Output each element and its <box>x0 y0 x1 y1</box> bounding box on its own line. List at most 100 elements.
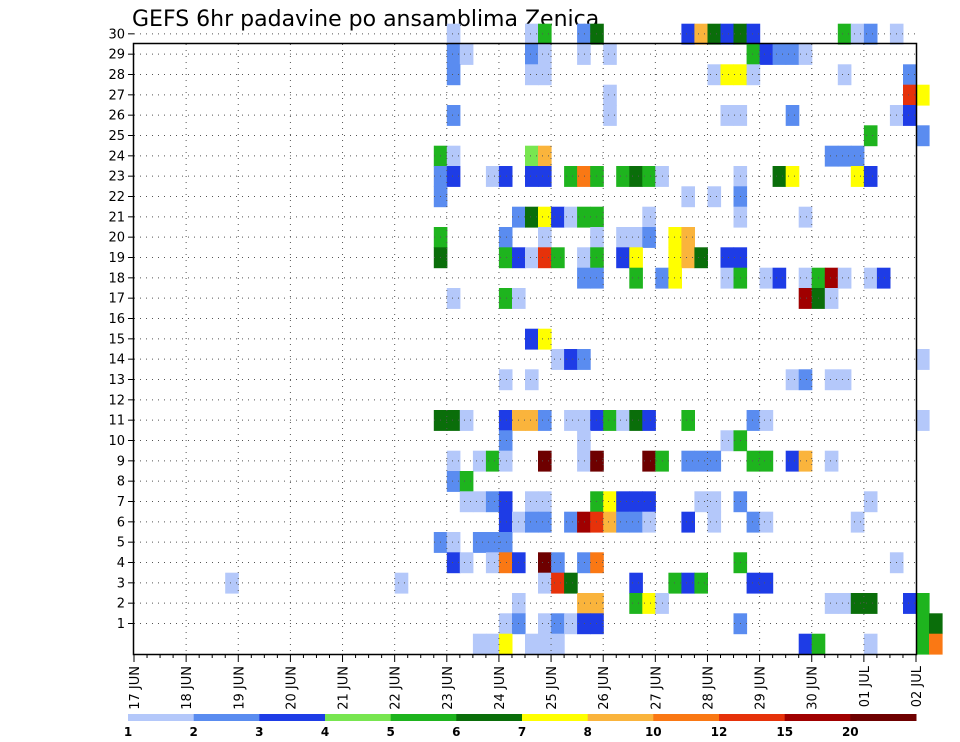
heatmap-cell <box>446 145 461 167</box>
x-tick-label: 20 JUN <box>284 666 299 710</box>
colorbar: 1 2 3 4 5 6 7 8 10 12 15 20 <box>124 714 917 739</box>
heatmap-cell <box>498 166 513 187</box>
colorbar-swatch <box>390 714 457 721</box>
heatmap-cell <box>837 369 852 391</box>
heatmap-cell <box>876 267 891 289</box>
heatmap-cell <box>629 227 643 248</box>
y-axis: 1234567891011121314151617181920212223242… <box>108 27 134 632</box>
heatmap-cell <box>538 410 552 431</box>
heatmap-cell <box>577 552 591 574</box>
heatmap-cell <box>525 64 539 86</box>
heatmap-cell <box>707 23 722 45</box>
heatmap-cell <box>564 511 578 533</box>
heatmap-cell <box>564 349 578 370</box>
heatmap-cell <box>564 613 578 635</box>
heatmap-cell <box>746 410 761 431</box>
heatmap-cell <box>629 572 643 594</box>
x-tick-label: 19 JUN <box>232 666 247 710</box>
heatmap-cell <box>498 410 513 431</box>
heatmap-cell <box>538 247 552 269</box>
heatmap-cell <box>472 633 487 655</box>
y-tick-label: 15 <box>108 332 125 347</box>
y-tick-label: 23 <box>108 170 125 185</box>
heatmap-cell <box>824 369 839 391</box>
y-tick-label: 26 <box>108 109 125 124</box>
x-tick-label: 30 JUN <box>806 666 821 710</box>
colorbar-swatch <box>719 714 786 721</box>
heatmap-cell <box>525 369 539 391</box>
heatmap-cell <box>446 105 461 126</box>
y-tick-label: 6 <box>117 515 125 530</box>
heatmap-cell <box>642 491 656 513</box>
heatmap-cell <box>746 23 761 45</box>
heatmap-cell <box>903 64 917 86</box>
heatmap-cell <box>616 227 630 248</box>
heatmap-cell <box>577 511 591 533</box>
heatmap-cell <box>916 593 930 614</box>
y-tick-label: 13 <box>108 373 125 388</box>
heatmap-cell <box>629 267 643 289</box>
heatmap-cell <box>472 450 487 472</box>
heatmap-cell <box>720 64 735 86</box>
heatmap-cell <box>642 166 656 187</box>
heatmap-cell <box>694 572 708 594</box>
colorbar-label: 2 <box>190 725 198 739</box>
heatmap-cell <box>681 227 695 248</box>
heatmap-cell <box>616 511 630 533</box>
y-tick-label: 3 <box>117 576 125 591</box>
heatmap-cell <box>485 491 500 513</box>
heatmap-cell <box>538 450 552 472</box>
heatmap-cell <box>668 267 682 289</box>
heatmap-cell <box>850 593 865 614</box>
heatmap-cell <box>616 166 630 187</box>
heatmap-cell <box>564 572 578 594</box>
heatmap-cell <box>446 532 461 553</box>
y-tick-label: 22 <box>108 190 125 205</box>
y-tick-label: 27 <box>108 88 125 103</box>
heatmap-cell <box>498 511 513 533</box>
colorbar-label: 12 <box>711 725 728 739</box>
heatmap-cell <box>525 23 539 45</box>
heatmap-cell <box>681 450 695 472</box>
x-tick-label: 28 JUN <box>702 666 717 710</box>
heatmap-cell <box>798 206 813 228</box>
colorbar-swatch <box>325 714 392 721</box>
heatmap-cell <box>798 450 813 472</box>
heatmap-cell <box>525 328 539 350</box>
heatmap-cell <box>642 206 656 228</box>
y-tick-label: 9 <box>117 454 125 469</box>
heatmap-cell <box>538 44 552 65</box>
y-tick-label: 14 <box>108 353 125 368</box>
heatmap-cell <box>538 613 552 635</box>
heatmap-cell <box>916 349 930 370</box>
heatmap-cell <box>759 267 774 289</box>
heatmap-cell <box>551 572 565 594</box>
colorbar-swatch <box>850 714 917 721</box>
heatmap-cell <box>681 410 695 431</box>
y-tick-label: 29 <box>108 48 125 63</box>
colorbar-label: 15 <box>776 725 793 739</box>
heatmap-cell <box>850 511 865 533</box>
heatmap-cell <box>603 491 617 513</box>
heatmap-cell <box>668 572 682 594</box>
heatmap-cell <box>564 410 578 431</box>
heatmap-cell <box>446 288 461 309</box>
y-tick-label: 5 <box>117 536 125 551</box>
heatmap-cell <box>525 166 539 187</box>
heatmap-cell <box>538 227 552 248</box>
heatmap-cell <box>746 44 761 65</box>
chart-title: GEFS 6hr padavine po ansamblima Zenica <box>132 7 599 32</box>
heatmap-cell <box>629 511 643 533</box>
y-tick-label: 19 <box>108 251 125 266</box>
heatmap-cell <box>785 369 800 391</box>
heatmap-cell <box>681 247 695 269</box>
x-tick-label: 24 JUN <box>493 666 508 710</box>
colorbar-swatch <box>653 714 720 721</box>
heatmap-cell <box>850 166 865 187</box>
heatmap-cell <box>785 166 800 187</box>
heatmap-cell <box>629 247 643 269</box>
heatmap-cell <box>811 633 826 655</box>
heatmap-cell <box>798 369 813 391</box>
heatmap-cell <box>577 23 591 45</box>
y-tick-label: 28 <box>108 68 125 83</box>
